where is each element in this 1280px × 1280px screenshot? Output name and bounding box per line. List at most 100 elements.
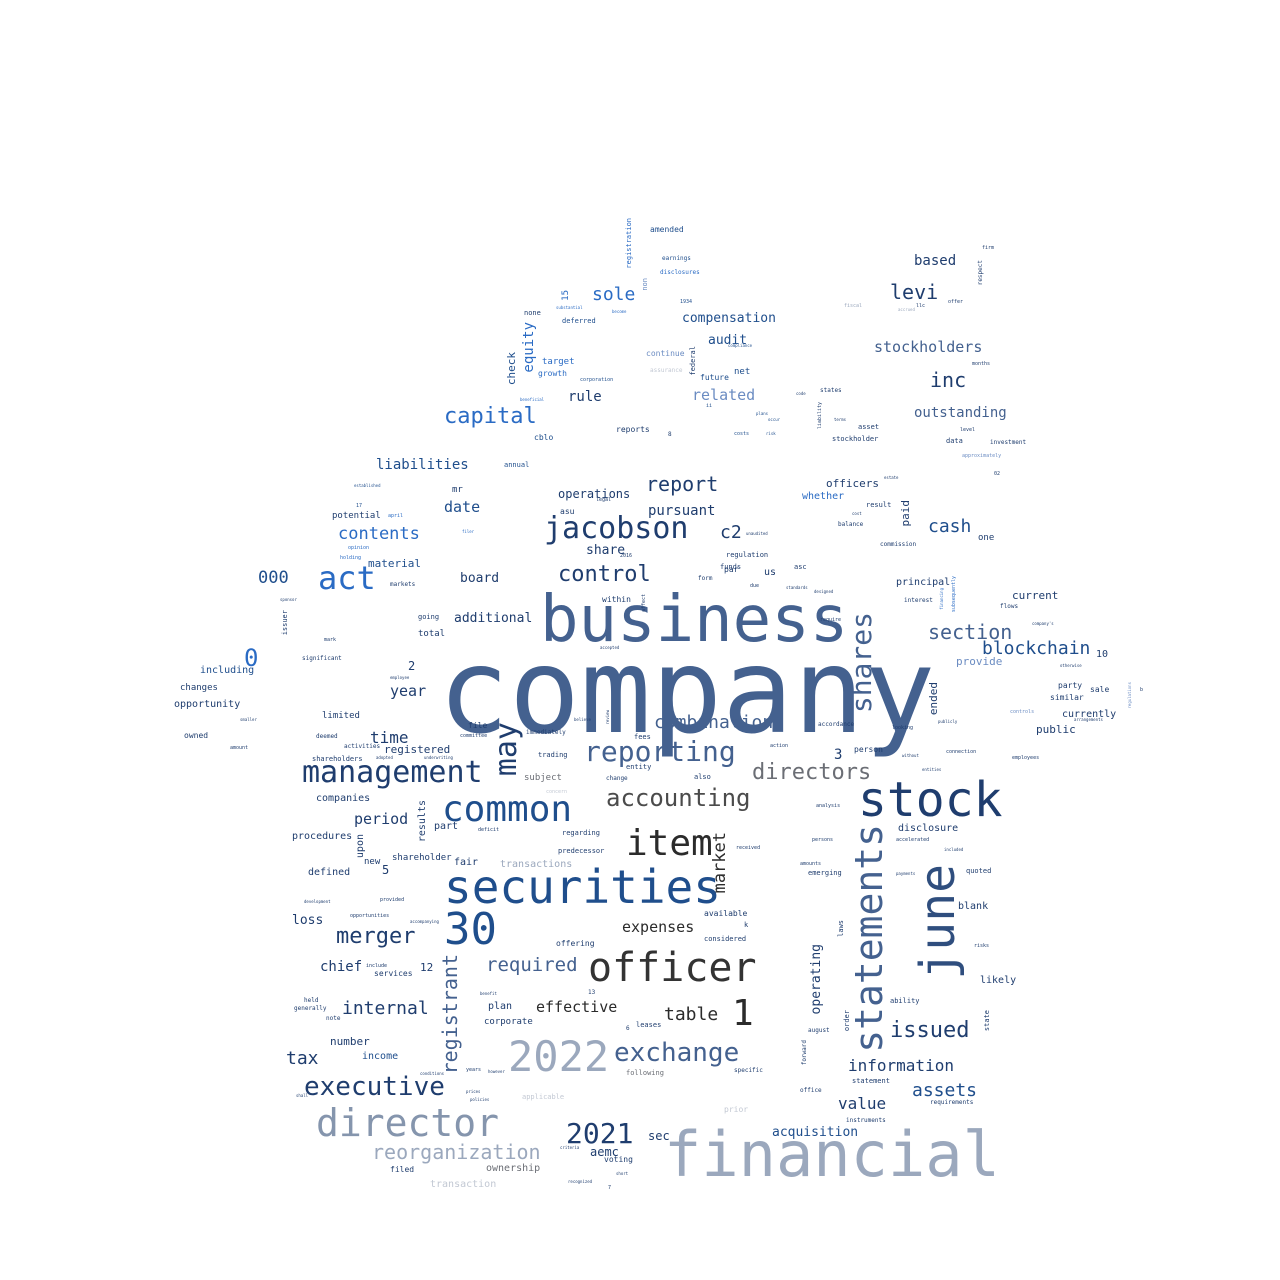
word-liabilities: liabilities <box>376 457 469 473</box>
word-arrangements: arrangements <box>1074 717 1103 722</box>
word-loss: loss <box>292 913 324 928</box>
word-legal: legal <box>596 497 612 503</box>
word-filer: filer <box>462 529 475 534</box>
word-contents: contents <box>338 524 420 544</box>
word-require: require <box>820 617 842 623</box>
word-market: market <box>710 832 730 894</box>
word-subsequently: subsequently <box>951 576 957 613</box>
word-include: include <box>366 963 388 969</box>
word-registered: registered <box>384 743 451 756</box>
word-period: period <box>354 810 409 828</box>
word-time: time <box>370 728 409 747</box>
word-firm: firm <box>982 245 995 251</box>
word-one: one <box>978 533 995 543</box>
word-aemc: aemc <box>590 1145 619 1159</box>
word-financing: financing <box>939 588 944 610</box>
word-otherwise: otherwise <box>1060 663 1082 668</box>
word-current: current <box>1012 589 1059 602</box>
word-common: common <box>442 789 573 830</box>
word-upon: upon <box>355 834 366 859</box>
word-benefit: benefit <box>480 991 497 996</box>
word-subject: subject <box>524 773 562 783</box>
word-corporate: corporate <box>484 1017 533 1027</box>
word-000: 000 <box>258 568 289 588</box>
word-quoted: quoted <box>966 867 992 875</box>
word-years: years <box>466 1067 482 1073</box>
word-entity: entity <box>626 763 652 771</box>
word-employee: employee <box>390 675 410 680</box>
word-asu: asu <box>560 507 575 516</box>
word-interest: interest <box>904 597 933 604</box>
word-tax: tax <box>286 1048 319 1069</box>
word-results: results <box>417 800 428 843</box>
word-year: year <box>390 682 427 700</box>
word-issuer: issuer <box>281 610 289 636</box>
word-ownership: ownership <box>486 1163 541 1174</box>
word-regulations: regulations <box>1127 682 1132 709</box>
word-policies: policies <box>470 1097 490 1102</box>
word-cost: cost <box>852 511 862 516</box>
word-likely: likely <box>980 975 1017 986</box>
word-currently: currently <box>1062 709 1117 720</box>
word-terms: terms <box>834 417 847 422</box>
word-looking: looking <box>892 725 914 731</box>
word-compensation: compensation <box>682 311 776 326</box>
word-opinion: opinion <box>348 545 370 551</box>
word-public: public <box>1036 723 1076 736</box>
word-companys: company's <box>1032 621 1054 626</box>
word-3: 3 <box>834 747 843 763</box>
word-believe: believe <box>574 717 591 722</box>
word-c2: c2 <box>720 522 742 543</box>
word-sponsor: sponsor <box>280 597 297 602</box>
word-02: 02 <box>994 471 1001 477</box>
word-note: note <box>326 1015 341 1022</box>
word-persons: persons <box>812 837 834 843</box>
word-funds: funds <box>720 563 742 571</box>
word-2021: 2021 <box>566 1117 634 1150</box>
word-cblo: cblo <box>534 433 554 442</box>
word-forward: forward <box>801 1040 808 1066</box>
word-file: file <box>468 721 488 730</box>
word-effective: effective <box>536 998 618 1016</box>
word-amended: amended <box>650 225 684 234</box>
word-officer: officer <box>588 945 757 991</box>
word-however: however <box>488 1069 505 1074</box>
word-respect: respect <box>977 260 984 286</box>
word-accepted: accepted <box>600 645 620 650</box>
word-non: non <box>641 278 649 291</box>
word-applicable: applicable <box>522 1093 565 1101</box>
word-approximately: approximately <box>962 453 1002 459</box>
word-months: months <box>972 361 991 367</box>
word-received: received <box>736 845 761 851</box>
word-short: short <box>616 1171 629 1176</box>
word-available: available <box>704 909 748 918</box>
word-0: 0 <box>244 644 259 672</box>
word-office: office <box>800 1087 822 1094</box>
word-party: party <box>1058 681 1083 690</box>
word-shareholders: shareholders <box>312 755 363 763</box>
word-filed: filed <box>390 1165 415 1174</box>
word-estate: estate <box>884 475 899 480</box>
word-mr: mr <box>452 485 463 495</box>
word-number: number <box>330 1035 370 1048</box>
word-included: included <box>944 847 964 852</box>
word-report: report <box>646 472 719 496</box>
word-sale: sale <box>1090 685 1110 694</box>
word-statements: statements <box>847 824 891 1053</box>
word-person: person <box>854 745 883 754</box>
word-mark: mark <box>324 637 337 643</box>
word-order: order <box>843 1010 851 1032</box>
word-occur: occur <box>768 417 781 422</box>
word-us: us <box>764 567 777 578</box>
word-outstanding: outstanding <box>914 405 1007 421</box>
word-states: states <box>820 387 842 394</box>
word-registrant: registrant <box>438 954 462 1075</box>
word-generally: generally <box>294 1005 327 1012</box>
word-securities: securities <box>444 860 721 914</box>
word-8: 8 <box>668 431 672 438</box>
word-future: future <box>700 373 729 382</box>
word-going: going <box>418 613 440 621</box>
word-services: services <box>374 969 413 978</box>
word-asset: asset <box>858 423 880 431</box>
word-accordance: accordance <box>818 721 855 728</box>
